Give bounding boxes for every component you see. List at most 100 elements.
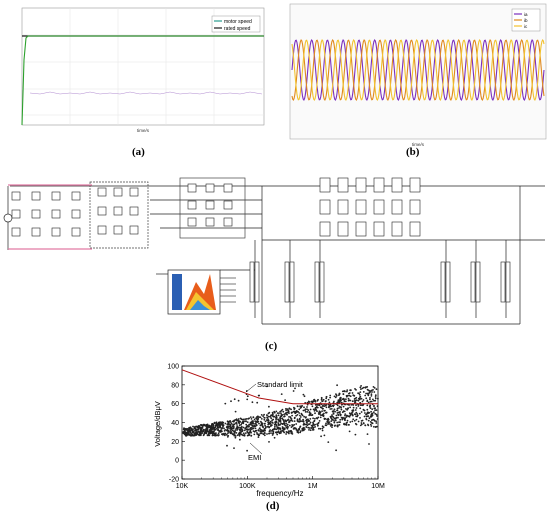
panel-a-plot: motor speed rated speed time/s bbox=[21, 7, 265, 133]
standard-limit-line bbox=[181, 369, 378, 405]
load-module bbox=[373, 221, 385, 237]
load-module bbox=[319, 221, 331, 237]
limit-pointer bbox=[245, 383, 257, 393]
y-tick-label: -20 bbox=[169, 477, 179, 484]
branch-module bbox=[505, 261, 511, 303]
switch-module bbox=[205, 217, 215, 227]
switch-module bbox=[187, 200, 197, 210]
switch-module bbox=[129, 206, 139, 216]
phase-wave-2 bbox=[291, 38, 545, 102]
load-module bbox=[355, 177, 367, 193]
load-module bbox=[391, 199, 403, 215]
switch-module bbox=[51, 191, 61, 201]
load-module bbox=[319, 177, 331, 193]
switch-module bbox=[113, 187, 123, 197]
load-module bbox=[409, 177, 421, 193]
switch-module bbox=[187, 217, 197, 227]
circuit-diagram bbox=[3, 177, 545, 325]
switch-module bbox=[11, 191, 21, 201]
annotation-standard-limit: Standard limit bbox=[257, 380, 304, 389]
panel-b-waves bbox=[291, 38, 545, 102]
x-tick-label: 10K bbox=[176, 483, 189, 490]
annotation-emi: EMI bbox=[248, 453, 261, 462]
switch-module bbox=[11, 227, 21, 237]
switch-module bbox=[71, 191, 81, 201]
emi-y-ticks: -20 0 20 40 60 80 100 bbox=[167, 364, 185, 484]
branch-module bbox=[254, 261, 260, 303]
legend-ib: ib bbox=[524, 18, 528, 23]
caption-b: (b) bbox=[406, 146, 420, 158]
emi-pointer bbox=[249, 442, 263, 455]
emi-chart: -20 0 20 40 60 80 100 10K 100K 1M 10M Standard li… bbox=[153, 364, 385, 499]
panel-c bbox=[0, 170, 550, 340]
switch-module bbox=[51, 209, 61, 219]
y-tick-label: 80 bbox=[171, 382, 179, 389]
legend-ic: ic bbox=[524, 24, 528, 29]
load-module bbox=[355, 199, 367, 215]
switch-module bbox=[97, 225, 107, 235]
panel-a-legend: motor speed rated speed bbox=[211, 15, 261, 33]
panel-b-plot: ia ib ic time/s bbox=[289, 3, 547, 147]
x-tick-label: 10M bbox=[371, 483, 385, 490]
y-tick-label: 20 bbox=[171, 439, 179, 446]
switch-module bbox=[113, 206, 123, 216]
branch-module bbox=[445, 261, 451, 303]
panel-b-xlabel: time/s bbox=[412, 142, 425, 147]
branch-module bbox=[314, 261, 320, 303]
phase-wave-1 bbox=[291, 38, 545, 102]
panel-d: -20 0 20 40 60 80 100 10K 100K 1M 10M Standard li… bbox=[150, 356, 390, 501]
load-module bbox=[337, 177, 349, 193]
x-tick-label: 100K bbox=[239, 483, 256, 490]
panel-b-legend: ia ib ic bbox=[511, 8, 541, 32]
branch-module bbox=[475, 261, 481, 303]
switch-module bbox=[71, 209, 81, 219]
switch-module bbox=[51, 227, 61, 237]
panel-a-trace bbox=[29, 91, 263, 95]
panel-a-grid bbox=[22, 8, 264, 125]
emi-x-ticks: 10K 100K 1M 10M bbox=[176, 476, 385, 490]
panel-b: ia ib ic time/s bbox=[282, 0, 550, 150]
switch-module bbox=[205, 183, 215, 193]
y-tick-label: 60 bbox=[171, 401, 179, 408]
load-module bbox=[391, 177, 403, 193]
load-module bbox=[355, 221, 367, 237]
switch-module bbox=[97, 206, 107, 216]
switch-module bbox=[31, 227, 41, 237]
y-tick-label: 40 bbox=[171, 420, 179, 427]
branch-module bbox=[319, 261, 325, 303]
legend-motor-speed: motor speed bbox=[224, 19, 252, 25]
switch-module bbox=[223, 183, 233, 193]
branch-module bbox=[289, 261, 295, 303]
switch-module bbox=[205, 200, 215, 210]
motor-speed-line bbox=[21, 35, 264, 126]
switch-module bbox=[71, 227, 81, 237]
branch-module bbox=[470, 261, 476, 303]
load-module bbox=[337, 199, 349, 215]
load-module bbox=[373, 199, 385, 215]
branch-module bbox=[440, 261, 446, 303]
panel-a-xlabel: time/s bbox=[137, 128, 150, 133]
load-module bbox=[319, 199, 331, 215]
caption-d: (d) bbox=[266, 500, 280, 512]
load-module bbox=[337, 221, 349, 237]
x-tick-label: 1M bbox=[308, 483, 318, 490]
branch-module bbox=[284, 261, 290, 303]
switch-module bbox=[187, 183, 197, 193]
legend-ia: ia bbox=[524, 12, 528, 17]
y-tick-label: 0 bbox=[175, 458, 179, 465]
emi-scatter-points bbox=[182, 384, 379, 452]
load-module bbox=[391, 221, 403, 237]
branch-module bbox=[249, 261, 255, 303]
switch-module bbox=[223, 200, 233, 210]
load-module bbox=[409, 199, 421, 215]
branch-module bbox=[500, 261, 506, 303]
y-tick-label: 100 bbox=[167, 364, 179, 371]
load-module bbox=[373, 177, 385, 193]
caption-a: (a) bbox=[132, 146, 145, 158]
panel-a: motor speed rated speed time/s bbox=[0, 0, 272, 150]
switch-module bbox=[129, 225, 139, 235]
scope-connectors bbox=[220, 277, 236, 303]
switch-module bbox=[113, 225, 123, 235]
emi-xlabel: frequency/Hz bbox=[256, 489, 303, 498]
switch-module bbox=[223, 217, 233, 227]
